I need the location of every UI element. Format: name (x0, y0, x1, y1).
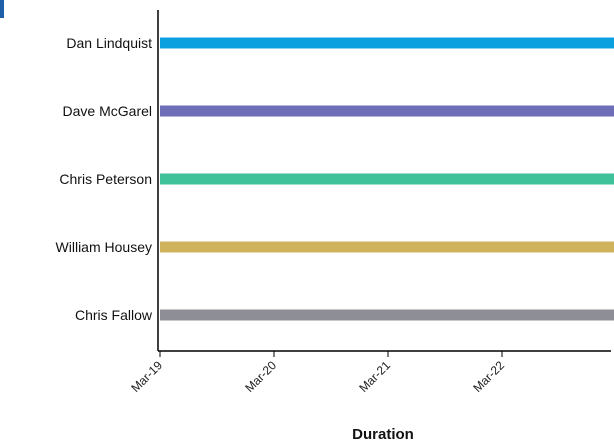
accent-corner (0, 0, 4, 18)
category-label: Chris Fallow (75, 307, 153, 323)
x-axis-ticks: Mar-19 Mar-20 Mar-21 Mar-22 (128, 351, 507, 395)
x-tick-label: Mar-20 (242, 358, 279, 395)
x-tick-label: Mar-19 (128, 358, 165, 395)
bar-chris-fallow (160, 309, 614, 321)
category-label: Dan Lindquist (66, 35, 152, 51)
bar-william-housey (160, 241, 614, 253)
x-axis-title: Duration (352, 426, 414, 443)
category-label: William Housey (56, 239, 152, 255)
x-tick-label: Mar-21 (356, 358, 393, 395)
bar-dan-lindquist (160, 37, 614, 49)
category-label: Chris Peterson (59, 171, 152, 187)
category-labels: Dan Lindquist Dave McGarel Chris Peterson W… (56, 35, 153, 323)
bar-dave-mcgarel (160, 105, 614, 117)
x-tick-label: Mar-22 (470, 358, 507, 395)
bar-chris-peterson (160, 173, 614, 185)
bars-layer (160, 37, 614, 321)
category-label: Dave McGarel (63, 103, 152, 119)
